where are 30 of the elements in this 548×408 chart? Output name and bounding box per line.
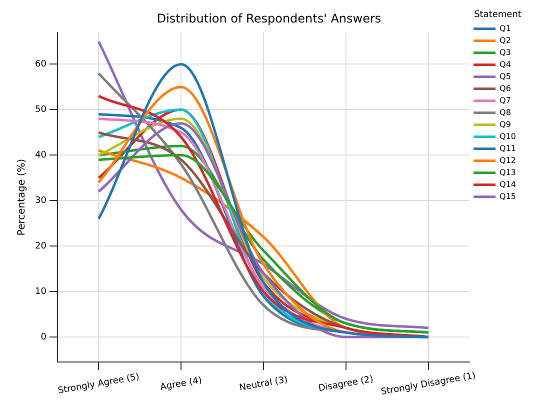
legend-label: Q2 (500, 36, 511, 45)
legend-label: Q14 (500, 180, 516, 189)
x-tick-label: Strongly Disagree (1) (380, 371, 476, 398)
y-tick-label: 20 (35, 241, 47, 252)
x-tick-label: Strongly Agree (5) (57, 372, 140, 396)
y-axis-title: Percentage (%) (16, 158, 28, 236)
chart-title: Distribution of Respondents' Answers (156, 11, 382, 26)
legend-label: Q7 (500, 96, 511, 105)
legend-label: Q13 (500, 168, 516, 177)
y-tick-label: 50 (35, 105, 47, 116)
legend-title: Statement (474, 10, 522, 20)
legend-label: Q3 (500, 48, 511, 57)
legend-label: Q5 (500, 72, 511, 81)
y-tick-label: 60 (35, 60, 47, 70)
x-tick-label: Disagree (2) (318, 374, 374, 394)
legend-label: Q10 (500, 132, 516, 141)
legend-label: Q8 (500, 108, 511, 117)
legend-label: Q6 (500, 84, 511, 93)
y-tick-label: 10 (35, 286, 47, 297)
x-tick-label: Neutral (3) (238, 375, 288, 394)
x-tick-label: Agree (4) (160, 376, 203, 393)
y-tick-label: 30 (35, 196, 47, 206)
legend-label: Q15 (500, 192, 516, 201)
legend-label: Q4 (500, 60, 511, 69)
y-tick-label: 0 (40, 332, 47, 342)
legend-label: Q12 (500, 156, 516, 165)
legend-label: Q1 (500, 24, 511, 33)
legend-label: Q9 (500, 120, 511, 129)
y-tick-label: 40 (35, 150, 47, 160)
legend-label: Q11 (500, 144, 516, 153)
